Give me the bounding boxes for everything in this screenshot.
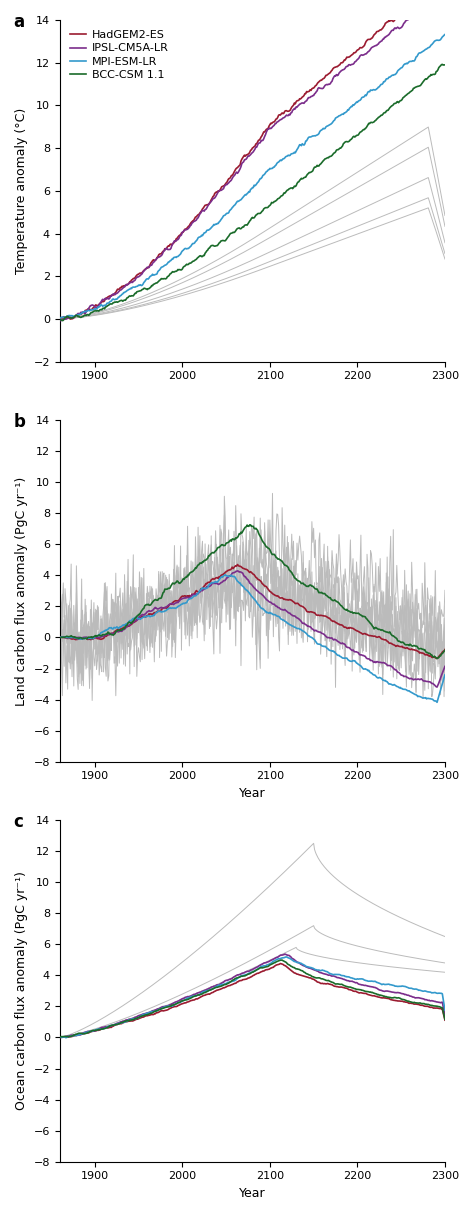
- X-axis label: Year: Year: [239, 1187, 265, 1200]
- MPI-ESM-LR: [57, 311, 63, 326]
- BCC-CSM 1.1: [57, 312, 63, 327]
- MPI-ESM-LR: [237, 193, 243, 208]
- MPI-ESM-LR: [137, 277, 143, 292]
- HadGEM2-ES: [57, 311, 63, 326]
- IPSL-CM5A-LR: [419, 2, 424, 17]
- BCC-CSM 1.1: [419, 77, 424, 91]
- Text: b: b: [14, 413, 26, 431]
- HadGEM2-ES: [369, 30, 375, 45]
- BCC-CSM 1.1: [439, 57, 445, 72]
- Y-axis label: Land carbon flux anomaly (PgC yr⁻¹): Land carbon flux anomaly (PgC yr⁻¹): [15, 476, 28, 706]
- MPI-ESM-LR: [369, 83, 374, 97]
- HadGEM2-ES: [419, 0, 424, 4]
- BCC-CSM 1.1: [442, 57, 448, 72]
- IPSL-CM5A-LR: [238, 159, 244, 174]
- HadGEM2-ES: [138, 266, 144, 281]
- MPI-ESM-LR: [333, 111, 338, 125]
- BCC-CSM 1.1: [399, 92, 405, 107]
- HadGEM2-ES: [334, 60, 339, 74]
- BCC-CSM 1.1: [369, 115, 375, 130]
- MPI-ESM-LR: [418, 46, 423, 61]
- BCC-CSM 1.1: [138, 283, 144, 298]
- BCC-CSM 1.1: [60, 313, 65, 328]
- X-axis label: Year: Year: [239, 787, 265, 799]
- Line: HadGEM2-ES: HadGEM2-ES: [60, 0, 445, 320]
- Y-axis label: Temperature anomaly (°C): Temperature anomaly (°C): [15, 108, 28, 275]
- BCC-CSM 1.1: [334, 143, 339, 158]
- IPSL-CM5A-LR: [58, 313, 64, 328]
- MPI-ESM-LR: [398, 61, 404, 75]
- Text: a: a: [14, 13, 25, 32]
- HadGEM2-ES: [238, 154, 244, 169]
- Line: IPSL-CM5A-LR: IPSL-CM5A-LR: [60, 0, 445, 321]
- BCC-CSM 1.1: [238, 221, 244, 236]
- IPSL-CM5A-LR: [138, 267, 144, 282]
- IPSL-CM5A-LR: [369, 40, 375, 55]
- Line: MPI-ESM-LR: MPI-ESM-LR: [60, 34, 445, 318]
- Legend: HadGEM2-ES, IPSL-CM5A-LR, MPI-ESM-LR, BCC-CSM 1.1: HadGEM2-ES, IPSL-CM5A-LR, MPI-ESM-LR, BC…: [65, 26, 173, 85]
- MPI-ESM-LR: [442, 27, 448, 41]
- HadGEM2-ES: [399, 5, 405, 19]
- IPSL-CM5A-LR: [57, 312, 63, 327]
- IPSL-CM5A-LR: [334, 67, 339, 81]
- Y-axis label: Ocean carbon flux anomaly (PgC yr⁻¹): Ocean carbon flux anomaly (PgC yr⁻¹): [15, 871, 28, 1111]
- Line: BCC-CSM 1.1: BCC-CSM 1.1: [60, 64, 445, 321]
- HadGEM2-ES: [67, 312, 73, 327]
- IPSL-CM5A-LR: [399, 19, 405, 34]
- Text: c: c: [14, 813, 23, 831]
